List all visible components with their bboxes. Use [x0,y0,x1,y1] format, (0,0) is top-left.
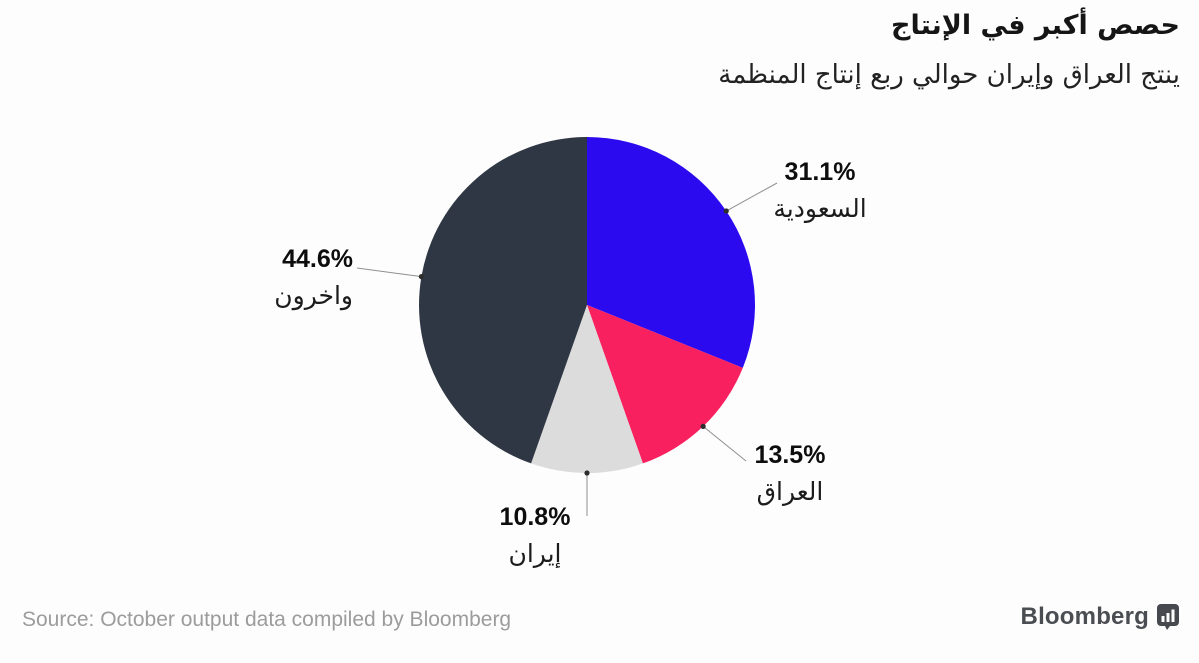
slice-name-iran: إيران [508,539,562,568]
slice-name-iraq: العراق [756,477,824,506]
pie-slice-saudi [587,137,756,368]
slice-pct-saudi: 31.1% [784,158,856,186]
leader-dot-others [418,274,425,280]
slice-pct-others: 44.6% [282,245,353,273]
slice-label-iraq: 13.5% العراق [710,440,870,510]
slice-name-saudi: السعودية [773,194,867,223]
bloomberg-logo-text: Bloomberg [1020,603,1149,630]
pie-slice-iraq [587,305,743,464]
leader-line-iraq [702,425,747,462]
brand-row: Bloomberg [1021,603,1180,631]
slice-name-others: واخرون [274,281,353,310]
source-note: Source: October output data compiled by … [22,608,512,631]
bloomberg-terminal-icon [1157,604,1179,630]
chart-title: حصص أكبر في الإنتاج [891,10,1180,41]
leader-dot-iraq [700,423,706,429]
pie-slice-others [419,137,587,464]
chart-subtitle: ينتج العراق وإيران حوالي ربع إنتاج المنظ… [718,60,1180,90]
slice-pct-iran: 10.8% [499,503,571,531]
slice-label-iran: 10.8% إيران [455,502,615,572]
leader-dot-iran [584,470,590,476]
leader-dot-saudi [723,208,729,214]
leader-line-saudi [726,182,778,212]
slice-pct-iraq: 13.5% [754,441,826,469]
leader-line-others [356,267,422,278]
slice-label-others: 44.6% واخرون [233,244,353,314]
slice-label-saudi: 31.1% السعودية [740,157,900,227]
pie-slice-iran [531,305,643,473]
